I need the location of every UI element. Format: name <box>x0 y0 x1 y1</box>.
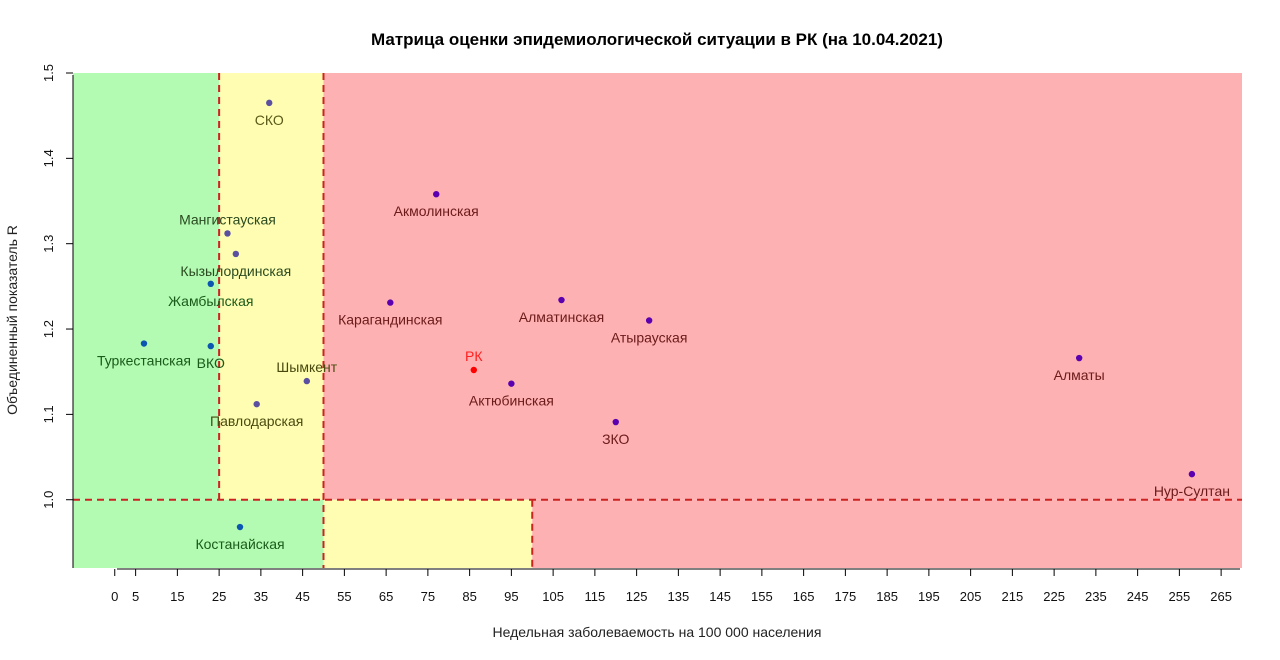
risk-zone <box>219 73 324 500</box>
threshold-lines <box>73 73 1242 568</box>
y-tick-label: 1.0 <box>41 491 56 509</box>
data-point <box>140 340 148 347</box>
x-tick-label: 5 <box>132 589 139 604</box>
y-tick-label: 1.3 <box>41 235 56 253</box>
risk-zone <box>73 499 324 568</box>
y-tick-label: 1.4 <box>41 149 56 167</box>
data-point <box>1075 354 1083 362</box>
data-points <box>140 99 1196 531</box>
data-point <box>207 342 214 350</box>
x-ticks: 0 5 15 25 35 45 55 65 75 85 95 105 115 125 135 145 155 16… <box>111 569 1232 604</box>
data-point <box>645 317 653 324</box>
x-tick-label: 165 <box>793 589 815 604</box>
data-point-label: РК <box>465 348 483 364</box>
data-point-label: Кызылординская <box>180 263 291 279</box>
y-ticks: 1.0 1.1 1.2 1.3 1.4 1.5 <box>41 64 73 509</box>
data-point <box>236 523 244 531</box>
data-point-label: Карагандинская <box>338 312 442 328</box>
x-tick-label: 55 <box>337 589 351 604</box>
data-point <box>558 296 565 304</box>
data-point-label: ВКО <box>197 355 225 371</box>
x-tick-label: 45 <box>295 589 309 604</box>
data-point <box>1188 470 1196 478</box>
data-point <box>253 400 260 408</box>
data-point <box>387 299 394 306</box>
data-point-label: Мангистауская <box>179 211 276 227</box>
data-point <box>207 280 214 288</box>
data-point <box>433 190 440 198</box>
x-tick-label: 215 <box>1002 589 1024 604</box>
x-tick-label: 225 <box>1043 589 1065 604</box>
risk-zone <box>323 73 1242 500</box>
y-axis-label: Объединенный показатель R <box>4 225 20 415</box>
data-point-label: Акмолинская <box>394 203 479 219</box>
risk-zones <box>73 73 1242 568</box>
x-tick-label: 185 <box>876 589 898 604</box>
x-tick-label: 235 <box>1085 589 1107 604</box>
data-point-label: Нур-Султан <box>1154 483 1230 499</box>
data-point-label: Алматинская <box>519 309 604 325</box>
x-tick-label: 245 <box>1127 589 1149 604</box>
data-point-label: Алматы <box>1054 367 1105 383</box>
x-tick-label: 25 <box>212 589 226 604</box>
data-point <box>224 230 231 237</box>
data-point-label: Туркестанская <box>97 353 191 369</box>
risk-zone <box>323 499 533 568</box>
chart-title: Матрица оценки эпидемиологической ситуац… <box>371 30 943 49</box>
data-point-label: Павлодарская <box>210 413 303 429</box>
x-tick-label: 175 <box>835 589 857 604</box>
x-tick-label: 85 <box>462 589 476 604</box>
data-point-label: Атырауская <box>611 330 688 346</box>
data-point <box>508 380 515 387</box>
data-point <box>232 250 240 258</box>
data-point-label: Актюбинская <box>469 393 554 409</box>
data-point <box>612 418 619 426</box>
x-tick-label: 155 <box>751 589 773 604</box>
data-point-label: Жамбылская <box>168 293 253 309</box>
x-tick-label: 255 <box>1169 589 1191 604</box>
x-tick-label: 15 <box>170 589 184 604</box>
data-point-label: СКО <box>255 112 284 128</box>
x-tick-label: 95 <box>504 589 518 604</box>
x-tick-label: 65 <box>379 589 393 604</box>
x-tick-label: 35 <box>254 589 268 604</box>
x-tick-label: 195 <box>918 589 940 604</box>
x-tick-label: 125 <box>626 589 648 604</box>
x-tick-label: 135 <box>668 589 690 604</box>
y-tick-label: 1.1 <box>41 405 56 423</box>
risk-zone <box>532 499 1242 568</box>
x-tick-label: 0 <box>111 589 118 604</box>
y-tick-label: 1.2 <box>41 320 56 338</box>
x-tick-label: 205 <box>960 589 982 604</box>
point-labels: СКО Акмолинская Мангистауская Кызылординска… <box>97 112 1230 552</box>
x-tick-label: 115 <box>585 589 606 604</box>
x-tick-label: 105 <box>542 589 564 604</box>
x-tick-label: 75 <box>421 589 435 604</box>
x-tick-label: 145 <box>709 589 731 604</box>
data-point <box>303 377 310 385</box>
data-point-label: Шымкент <box>276 359 337 375</box>
data-point <box>266 99 273 107</box>
x-tick-label: 265 <box>1210 589 1232 604</box>
y-tick-label: 1.5 <box>41 64 56 82</box>
data-point <box>470 366 477 374</box>
risk-zone <box>73 73 220 500</box>
data-point-label: ЗКО <box>602 431 629 447</box>
x-axis-label: Недельная заболеваемость на 100 000 насе… <box>493 624 822 640</box>
data-point-label: Костанайская <box>195 536 284 552</box>
